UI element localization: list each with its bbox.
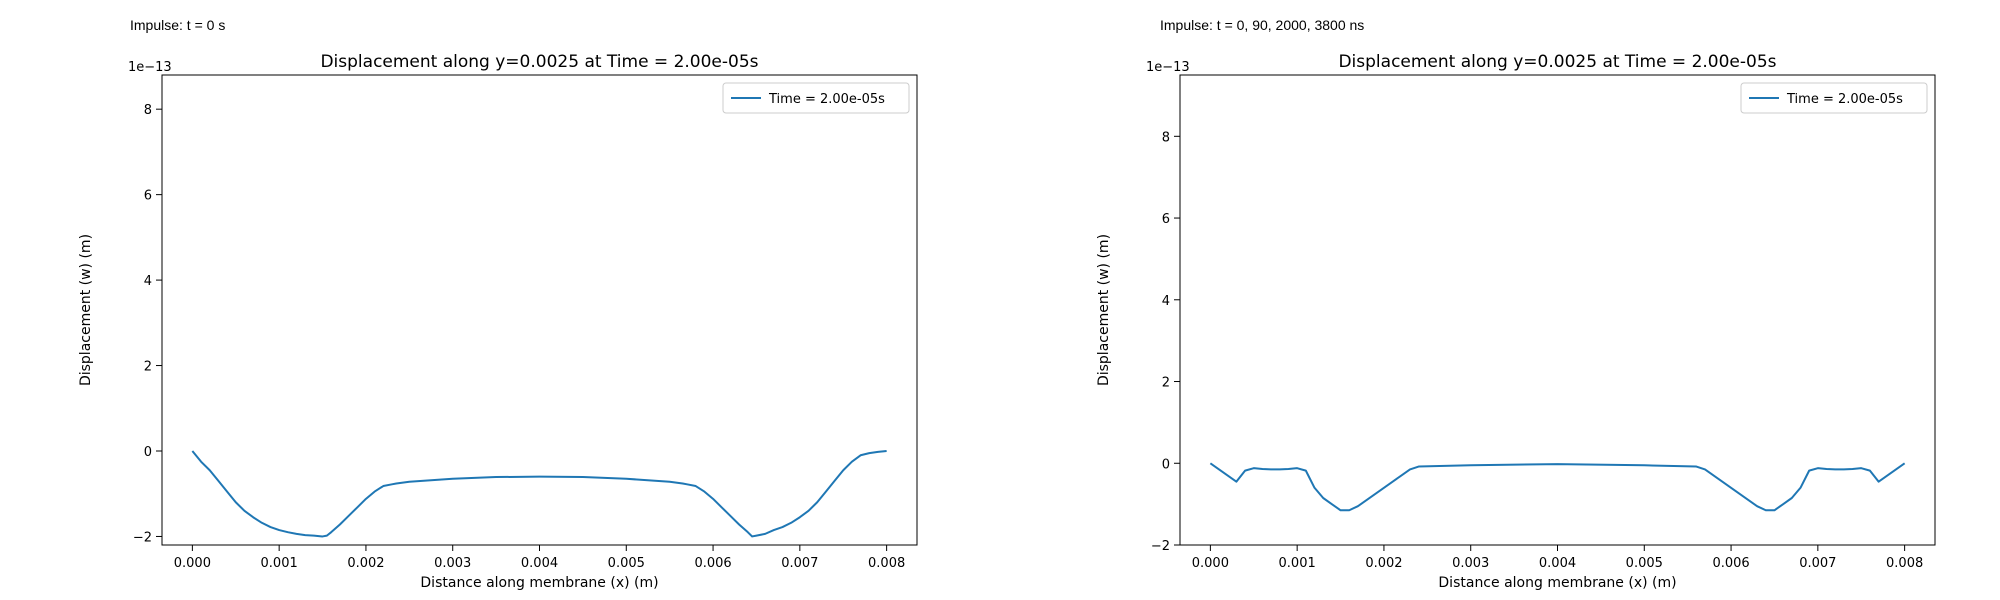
legend: Time = 2.00e-05s bbox=[722, 82, 910, 114]
chart-title: Displacement along y=0.0025 at Time = 2.… bbox=[320, 52, 758, 72]
y-tick-label: 4 bbox=[1162, 294, 1170, 309]
x-tick-label: 0.008 bbox=[868, 556, 905, 571]
series-line bbox=[1209, 462, 1906, 512]
x-tick-label: 0.007 bbox=[1799, 556, 1836, 571]
plot-frame bbox=[161, 74, 918, 546]
y-tick-label: 2 bbox=[1162, 376, 1170, 391]
y-tick-label: −2 bbox=[133, 530, 152, 545]
x-tick-label: 0.008 bbox=[1886, 556, 1923, 571]
x-tick-label: 0.004 bbox=[521, 556, 558, 571]
x-tick-label: 0.000 bbox=[174, 556, 211, 571]
x-tick-label: 0.006 bbox=[1712, 556, 1749, 571]
x-tick-label: 0.003 bbox=[1452, 556, 1489, 571]
y-tick-label: 4 bbox=[144, 274, 152, 289]
y-axis-label: Displacement (w) (m) bbox=[1096, 234, 1112, 386]
x-tick-label: 0.007 bbox=[781, 556, 818, 571]
x-tick-label: 0.001 bbox=[1279, 556, 1316, 571]
y-offset-label: 1e−13 bbox=[128, 60, 172, 75]
series-line bbox=[191, 450, 887, 538]
x-tick-label: 0.002 bbox=[347, 556, 384, 571]
x-tick-label: 0.006 bbox=[694, 556, 731, 571]
y-tick-label: 8 bbox=[144, 103, 152, 118]
x-tick-label: 0.001 bbox=[261, 556, 298, 571]
legend-box bbox=[722, 82, 910, 114]
x-tick-label: 0.005 bbox=[608, 556, 645, 571]
y-tick-label: 2 bbox=[144, 360, 152, 375]
y-tick-label: 8 bbox=[1162, 130, 1170, 145]
y-tick-label: 0 bbox=[1162, 457, 1170, 472]
x-axis-label: Distance along membrane (x) (m) bbox=[420, 575, 658, 591]
y-axis-label: Displacement (w) (m) bbox=[78, 234, 94, 386]
impulse-caption: Impulse: t = 0, 90, 2000, 3800 ns bbox=[1160, 17, 1364, 33]
y-tick-label: 6 bbox=[144, 189, 152, 204]
plot-frame bbox=[1179, 74, 1936, 546]
x-tick-label: 0.004 bbox=[1539, 556, 1576, 571]
impulse-caption: Impulse: t = 0 s bbox=[130, 17, 225, 33]
x-tick-label: 0.003 bbox=[434, 556, 471, 571]
legend: Time = 2.00e-05s bbox=[1740, 82, 1928, 114]
y-tick-label: 6 bbox=[1162, 212, 1170, 227]
y-offset-label: 1e−13 bbox=[1146, 60, 1190, 75]
legend-box bbox=[1740, 82, 1928, 114]
x-tick-label: 0.005 bbox=[1626, 556, 1663, 571]
x-tick-label: 0.002 bbox=[1365, 556, 1402, 571]
legend-label: Time = 2.00e-05s bbox=[1786, 92, 1903, 107]
chart-1: Impulse: t = 0 s Displacement along y=0.0… bbox=[78, 17, 918, 591]
x-tick-label: 0.000 bbox=[1192, 556, 1229, 571]
chart-2: Impulse: t = 0, 90, 2000, 3800 ns Displac… bbox=[1096, 17, 1936, 591]
y-tick-label: 0 bbox=[144, 445, 152, 460]
y-tick-label: −2 bbox=[1151, 539, 1170, 554]
chart-title: Displacement along y=0.0025 at Time = 2.… bbox=[1338, 52, 1776, 72]
legend-label: Time = 2.00e-05s bbox=[768, 92, 885, 107]
x-axis-label: Distance along membrane (x) (m) bbox=[1438, 575, 1676, 591]
